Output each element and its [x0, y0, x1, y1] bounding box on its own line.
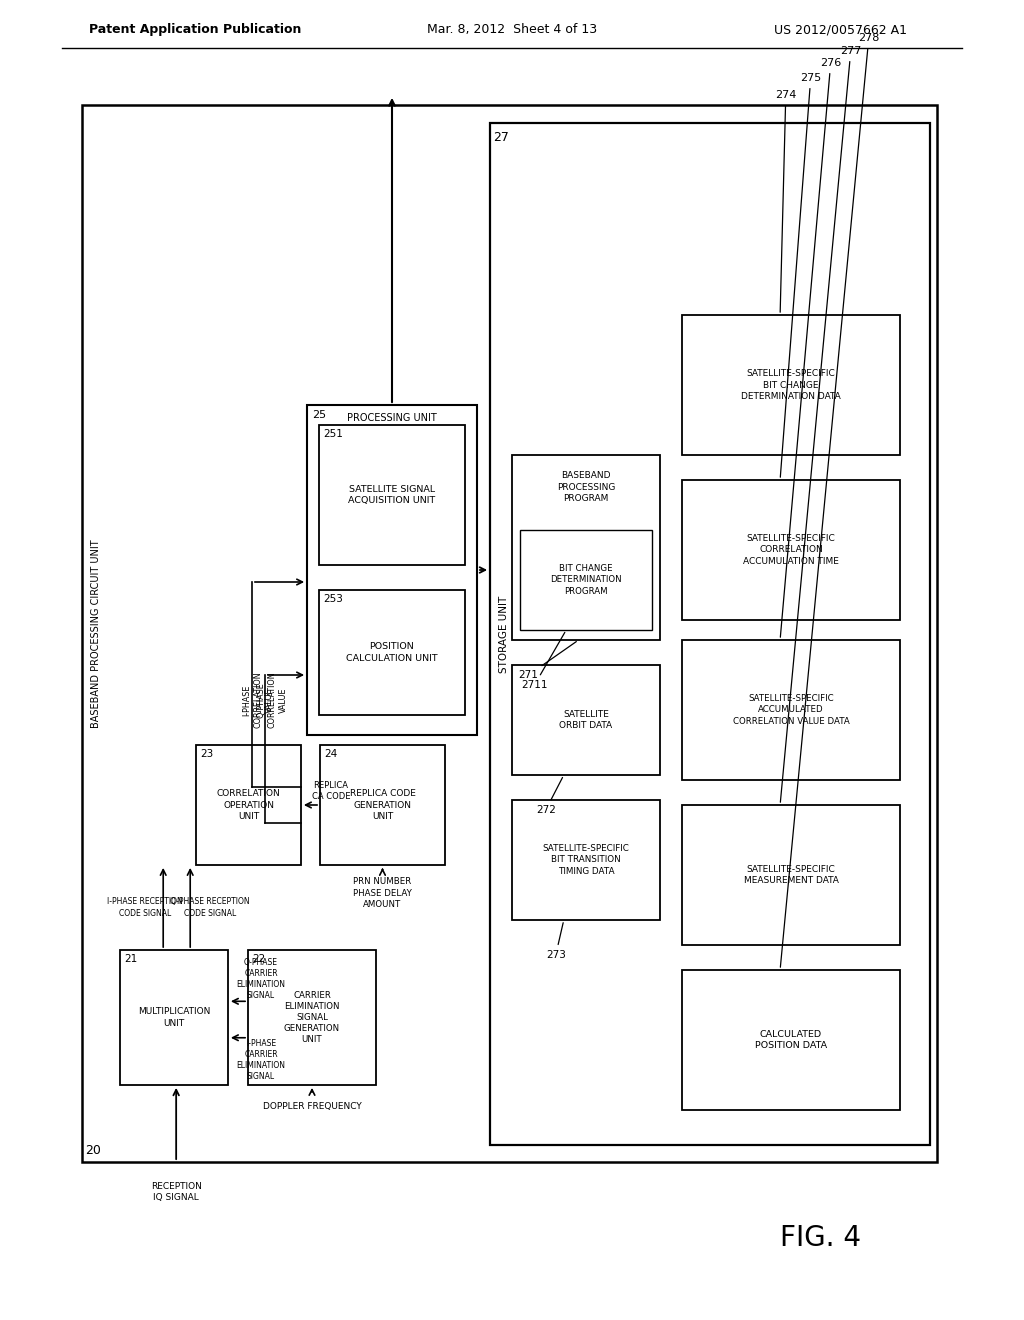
Bar [520, 531, 652, 630]
Text: SATELLITE-SPECIFIC
BIT TRANSITION
TIMING DATA: SATELLITE-SPECIFIC BIT TRANSITION TIMING… [543, 845, 630, 875]
Bar [82, 106, 937, 1162]
Text: Q-PHASE
CORRELATION
VALUE: Q-PHASE CORRELATION VALUE [256, 672, 288, 729]
Bar [682, 970, 900, 1110]
Bar [319, 744, 445, 865]
Bar [248, 950, 376, 1085]
Text: REPLICA CODE
GENERATION
UNIT: REPLICA CODE GENERATION UNIT [349, 789, 416, 821]
Text: 272: 272 [536, 777, 562, 814]
Bar [307, 405, 477, 735]
Text: STORAGE UNIT: STORAGE UNIT [499, 595, 509, 673]
Text: POSITION
CALCULATION UNIT: POSITION CALCULATION UNIT [346, 643, 438, 663]
Text: SATELLITE-SPECIFIC
CORRELATION
ACCUMULATION TIME: SATELLITE-SPECIFIC CORRELATION ACCUMULAT… [743, 535, 839, 565]
Text: US 2012/0057662 A1: US 2012/0057662 A1 [773, 24, 906, 37]
Text: REPLICA
CA CODE: REPLICA CA CODE [311, 781, 350, 801]
Text: 21: 21 [124, 954, 137, 964]
Text: 276: 276 [780, 58, 842, 638]
Text: PRN NUMBER
PHASE DELAY
AMOUNT: PRN NUMBER PHASE DELAY AMOUNT [353, 878, 412, 908]
Text: RECEPTION
IQ SIGNAL: RECEPTION IQ SIGNAL [151, 1181, 202, 1203]
Text: I-PHASE
CORRELATION
VALUE: I-PHASE CORRELATION VALUE [243, 672, 273, 729]
Text: Mar. 8, 2012  Sheet 4 of 13: Mar. 8, 2012 Sheet 4 of 13 [427, 24, 597, 37]
Text: 277: 277 [780, 46, 861, 803]
Bar [512, 800, 660, 920]
Text: BASEBAND PROCESSING CIRCUIT UNIT: BASEBAND PROCESSING CIRCUIT UNIT [91, 539, 101, 727]
Text: 271: 271 [518, 642, 577, 680]
Text: 22: 22 [252, 954, 265, 964]
Bar [319, 425, 465, 565]
Text: PROCESSING UNIT: PROCESSING UNIT [347, 413, 437, 422]
Text: FIG. 4: FIG. 4 [779, 1224, 860, 1251]
Text: SATELLITE-SPECIFIC
MEASUREMENT DATA: SATELLITE-SPECIFIC MEASUREMENT DATA [743, 865, 839, 884]
Text: Patent Application Publication: Patent Application Publication [89, 24, 301, 37]
Bar [682, 640, 900, 780]
Text: SATELLITE-SPECIFIC
ACCUMULATED
CORRELATION VALUE DATA: SATELLITE-SPECIFIC ACCUMULATED CORRELATI… [732, 694, 849, 726]
Bar [196, 744, 301, 865]
Text: CARRIER
ELIMINATION
SIGNAL
GENERATION
UNIT: CARRIER ELIMINATION SIGNAL GENERATION UN… [284, 991, 340, 1044]
Bar [682, 480, 900, 620]
Text: Q-PHASE
CARRIER
ELIMINATION
SIGNAL: Q-PHASE CARRIER ELIMINATION SIGNAL [237, 958, 286, 1001]
Bar [490, 123, 930, 1144]
Text: 24: 24 [324, 748, 337, 759]
Text: Q-PHASE RECEPTION
CODE SIGNAL: Q-PHASE RECEPTION CODE SIGNAL [170, 898, 250, 917]
Text: 27: 27 [493, 131, 509, 144]
Text: CALCULATED
POSITION DATA: CALCULATED POSITION DATA [755, 1030, 827, 1049]
Bar [512, 665, 660, 775]
Text: 275: 275 [780, 73, 821, 478]
Text: 2711: 2711 [521, 632, 565, 690]
Text: SATELLITE
ORBIT DATA: SATELLITE ORBIT DATA [559, 710, 612, 730]
Text: DOPPLER FREQUENCY: DOPPLER FREQUENCY [262, 1102, 361, 1111]
Text: 273: 273 [546, 923, 565, 960]
Text: MULTIPLICATION
UNIT: MULTIPLICATION UNIT [138, 1007, 210, 1027]
Text: BASEBAND
PROCESSING
PROGRAM: BASEBAND PROCESSING PROGRAM [557, 471, 615, 503]
Text: 251: 251 [323, 429, 343, 440]
Text: 253: 253 [323, 594, 343, 605]
Text: 278: 278 [780, 33, 880, 968]
Bar [512, 455, 660, 640]
Bar [682, 805, 900, 945]
Text: 20: 20 [85, 1144, 101, 1158]
Text: BIT CHANGE
DETERMINATION
PROGRAM: BIT CHANGE DETERMINATION PROGRAM [550, 565, 622, 595]
Text: CORRELATION
OPERATION
UNIT: CORRELATION OPERATION UNIT [217, 789, 281, 821]
Text: SATELLITE SIGNAL
ACQUISITION UNIT: SATELLITE SIGNAL ACQUISITION UNIT [348, 484, 435, 506]
Text: 23: 23 [200, 748, 213, 759]
Text: I-PHASE
CARRIER
ELIMINATION
SIGNAL: I-PHASE CARRIER ELIMINATION SIGNAL [237, 1039, 286, 1081]
Bar [319, 590, 465, 715]
Bar [682, 315, 900, 455]
Bar [120, 950, 228, 1085]
Text: I-PHASE RECEPTION
CODE SIGNAL: I-PHASE RECEPTION CODE SIGNAL [108, 898, 183, 917]
Text: 25: 25 [312, 411, 326, 420]
Text: SATELLITE-SPECIFIC
BIT CHANGE
DETERMINATION DATA: SATELLITE-SPECIFIC BIT CHANGE DETERMINAT… [741, 370, 841, 400]
Text: 274: 274 [775, 90, 797, 313]
